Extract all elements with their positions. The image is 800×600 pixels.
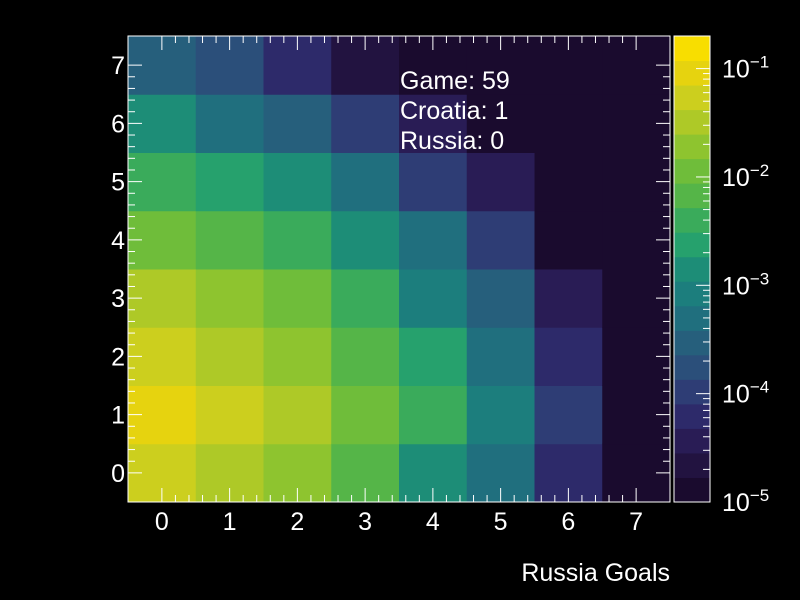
x-tick-label-1: 1	[223, 508, 237, 536]
colorbar	[673, 35, 711, 503]
heatmap-cell-4-1	[399, 385, 468, 445]
x-tick-label-3: 3	[358, 508, 372, 536]
colorbar-swatch	[674, 109, 710, 135]
heatmap-cell-2-1	[263, 385, 332, 445]
colorbar-swatch	[674, 428, 710, 454]
colorbar-swatch	[674, 452, 710, 478]
heatmap-cell-6-5	[534, 152, 603, 212]
heatmap-cell-3-2	[331, 327, 400, 386]
x-tick-label-4: 4	[426, 508, 440, 536]
heatmap-cell-3-1	[331, 385, 400, 445]
y-tick-label-3: 3	[111, 285, 125, 313]
y-tick-labels: 0 1 2 3 4 5 6 7	[111, 52, 125, 488]
heatmap-cell-6-6	[534, 94, 603, 153]
heatmap-cell-1-3	[195, 269, 264, 328]
colorbar-frame	[673, 35, 711, 503]
heatmap-cell-2-2	[263, 327, 332, 386]
heatmap-cell-4-6	[399, 94, 468, 153]
heatmap-cell-2-4	[263, 210, 332, 270]
heatmap-cell-5-3	[466, 269, 535, 328]
y-tick-label-4: 4	[111, 227, 125, 255]
annotation-box: Game: 59 Croatia: 1 Russia: 0	[400, 67, 510, 155]
heatmap-cell-3-4	[331, 210, 400, 270]
colorbar-tick-label: 10−3	[722, 269, 769, 300]
heatmap-cell-6-2	[534, 327, 603, 386]
heatmap-cell-1-6	[195, 94, 264, 153]
colorbar-swatch	[674, 36, 710, 62]
heatmap-cell-3-5	[331, 152, 400, 212]
colorbar-swatch	[674, 379, 710, 405]
annotation-game: Game: 59	[400, 67, 510, 95]
heatmap-cell-5-4	[466, 210, 535, 270]
heatmap-cell-4-2	[399, 327, 468, 386]
heatmap-cell-3-6	[331, 94, 400, 153]
colorbar-swatch	[674, 330, 710, 356]
heatmap-cell-6-4	[534, 210, 603, 270]
colorbar-swatch	[674, 134, 710, 160]
colorbar-tick-labels: 10−1 10−2 10−3 10−4 10−5	[722, 53, 769, 517]
plot-frame	[127, 35, 671, 503]
colorbar-tick-label: 10−4	[722, 378, 769, 409]
colorbar-swatch	[674, 158, 710, 184]
heatmap-cell-6-3	[534, 269, 603, 328]
x-tick-labels: 0 1 2 3 4 5 6 7	[155, 508, 643, 536]
heatmap-cell-2-6	[263, 94, 332, 153]
y-tick-label-0: 0	[111, 460, 125, 488]
x-tick-label-5: 5	[494, 508, 508, 536]
heatmap-cell-4-3	[399, 269, 468, 328]
heatmap-cell-1-2	[195, 327, 264, 386]
axis-ticks	[128, 36, 670, 502]
y-tick-label-7: 7	[111, 52, 125, 80]
colorbar-tick-label: 10−5	[722, 486, 769, 517]
heatmap-cell-6-1	[534, 385, 603, 445]
y-tick-label-2: 2	[111, 343, 125, 371]
x-tick-label-2: 2	[290, 508, 304, 536]
heatmap-cell-4-5	[399, 152, 468, 212]
annotation-croatia: Croatia: 1	[400, 97, 508, 125]
x-axis-label: Russia Goals	[521, 559, 670, 587]
colorbar-swatch	[674, 403, 710, 429]
y-tick-label-1: 1	[111, 402, 125, 430]
x-tick-label-6: 6	[561, 508, 575, 536]
colorbar-tick-label: 10−2	[722, 161, 769, 192]
heatmap-cell-1-5	[195, 152, 264, 212]
colorbar-swatch	[674, 477, 710, 503]
heatmap-cell-2-5	[263, 152, 332, 212]
heatmap-cell-5-5	[466, 152, 535, 212]
heatmap-cell-2-3	[263, 269, 332, 328]
colorbar-swatch	[674, 354, 710, 380]
colorbar-swatch	[674, 232, 710, 258]
heatmap-cell-5-6	[466, 94, 535, 153]
annotation-russia: Russia: 0	[400, 127, 504, 155]
x-tick-label-0: 0	[155, 508, 169, 536]
heatmap-cell-5-1	[466, 385, 535, 445]
heatmap-cell-3-3	[331, 269, 400, 328]
y-tick-label-6: 6	[111, 110, 125, 138]
colorbar-swatch	[674, 256, 710, 282]
x-tick-label-7: 7	[629, 508, 643, 536]
colorbar-tick-label: 10−1	[722, 53, 769, 84]
colorbar-swatch	[674, 85, 710, 111]
colorbar-swatch	[674, 183, 710, 209]
colorbar-swatch	[674, 60, 710, 86]
heatmap-cell-1-1	[195, 385, 264, 445]
heatmap-cell-4-4	[399, 210, 468, 270]
heatmap-cell-1-4	[195, 210, 264, 270]
y-tick-label-5: 5	[111, 169, 125, 197]
heatmap-cell-5-2	[466, 327, 535, 386]
